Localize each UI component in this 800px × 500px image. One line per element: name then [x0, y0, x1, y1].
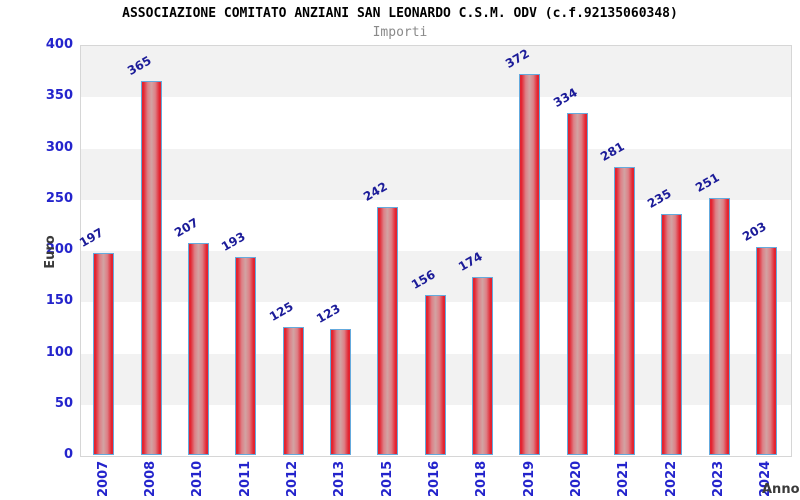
y-tick-label: 200: [45, 242, 73, 257]
plot-band: [81, 46, 791, 98]
bar: [756, 247, 777, 455]
bar: [519, 74, 540, 455]
bar: [709, 198, 730, 455]
y-tick-label: 300: [45, 139, 73, 155]
bar: [377, 207, 398, 455]
x-tick-label: 2008: [143, 460, 158, 497]
y-tick-label: 400: [45, 37, 73, 52]
bar: [93, 253, 114, 455]
x-tick-label: 2011: [237, 460, 253, 497]
x-tick-label: 2020: [569, 460, 584, 497]
x-tick-label: 2022: [663, 460, 679, 497]
x-tick-label: 2015: [379, 460, 395, 497]
y-tick-label: 150: [45, 293, 73, 309]
plot-band: [81, 148, 791, 200]
bar: [330, 329, 351, 455]
bar: [141, 81, 162, 455]
bar: [283, 327, 304, 455]
chart-subtitle: Importi: [372, 25, 428, 40]
x-tick-label: 2007: [95, 460, 111, 497]
x-tick-label: 2021: [616, 460, 632, 497]
x-tick-label: 2016: [427, 460, 442, 497]
bar: [188, 243, 209, 455]
y-tick-label: 250: [45, 190, 73, 206]
x-tick-label: 2019: [521, 460, 537, 497]
bar: [567, 113, 588, 455]
x-axis-title: Anno: [762, 482, 800, 497]
x-tick-label: 2018: [474, 460, 490, 497]
y-tick-label: 100: [45, 344, 73, 360]
bar: [472, 277, 493, 455]
chart-title: ASSOCIAZIONE COMITATO ANZIANI SAN LEONAR…: [122, 6, 678, 21]
bar: [614, 167, 635, 455]
bar: [235, 257, 256, 455]
bar: [425, 295, 446, 455]
y-axis-title: Euro: [43, 235, 58, 269]
y-tick-label: 350: [45, 88, 73, 104]
x-tick-label: 2012: [285, 460, 300, 497]
bar: [661, 214, 682, 455]
y-tick-label: 0: [63, 447, 73, 462]
x-tick-label: 2023: [711, 460, 726, 497]
plot-band: [81, 97, 791, 149]
x-tick-label: 2013: [332, 460, 348, 497]
x-tick-label: 2010: [190, 460, 206, 497]
y-tick-label: 50: [54, 395, 73, 411]
